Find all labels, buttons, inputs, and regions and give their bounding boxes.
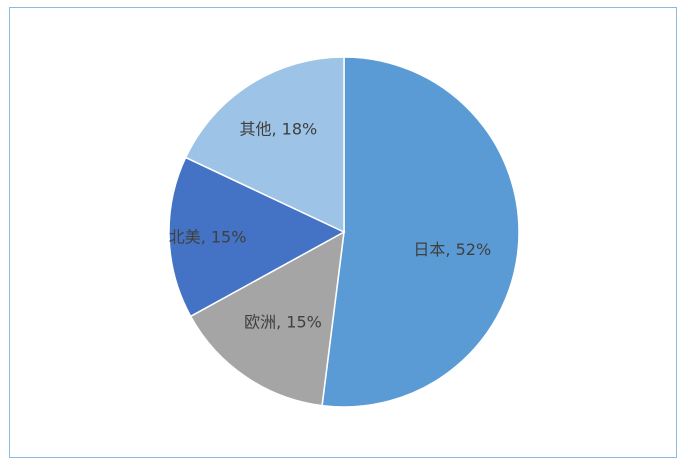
slice-label-2: 北美, 15% [169, 227, 247, 246]
chart-frame [9, 7, 677, 458]
slice-label-3: 其他, 18% [239, 120, 317, 139]
slice-label-1: 欧洲, 15% [244, 313, 322, 332]
pie-slice-1 [189, 230, 345, 407]
pie-slice-0 [321, 56, 520, 408]
slice-label-0: 日本, 52% [413, 240, 491, 259]
pie-slice-2 [168, 156, 346, 318]
pie-slice-3 [184, 56, 345, 234]
